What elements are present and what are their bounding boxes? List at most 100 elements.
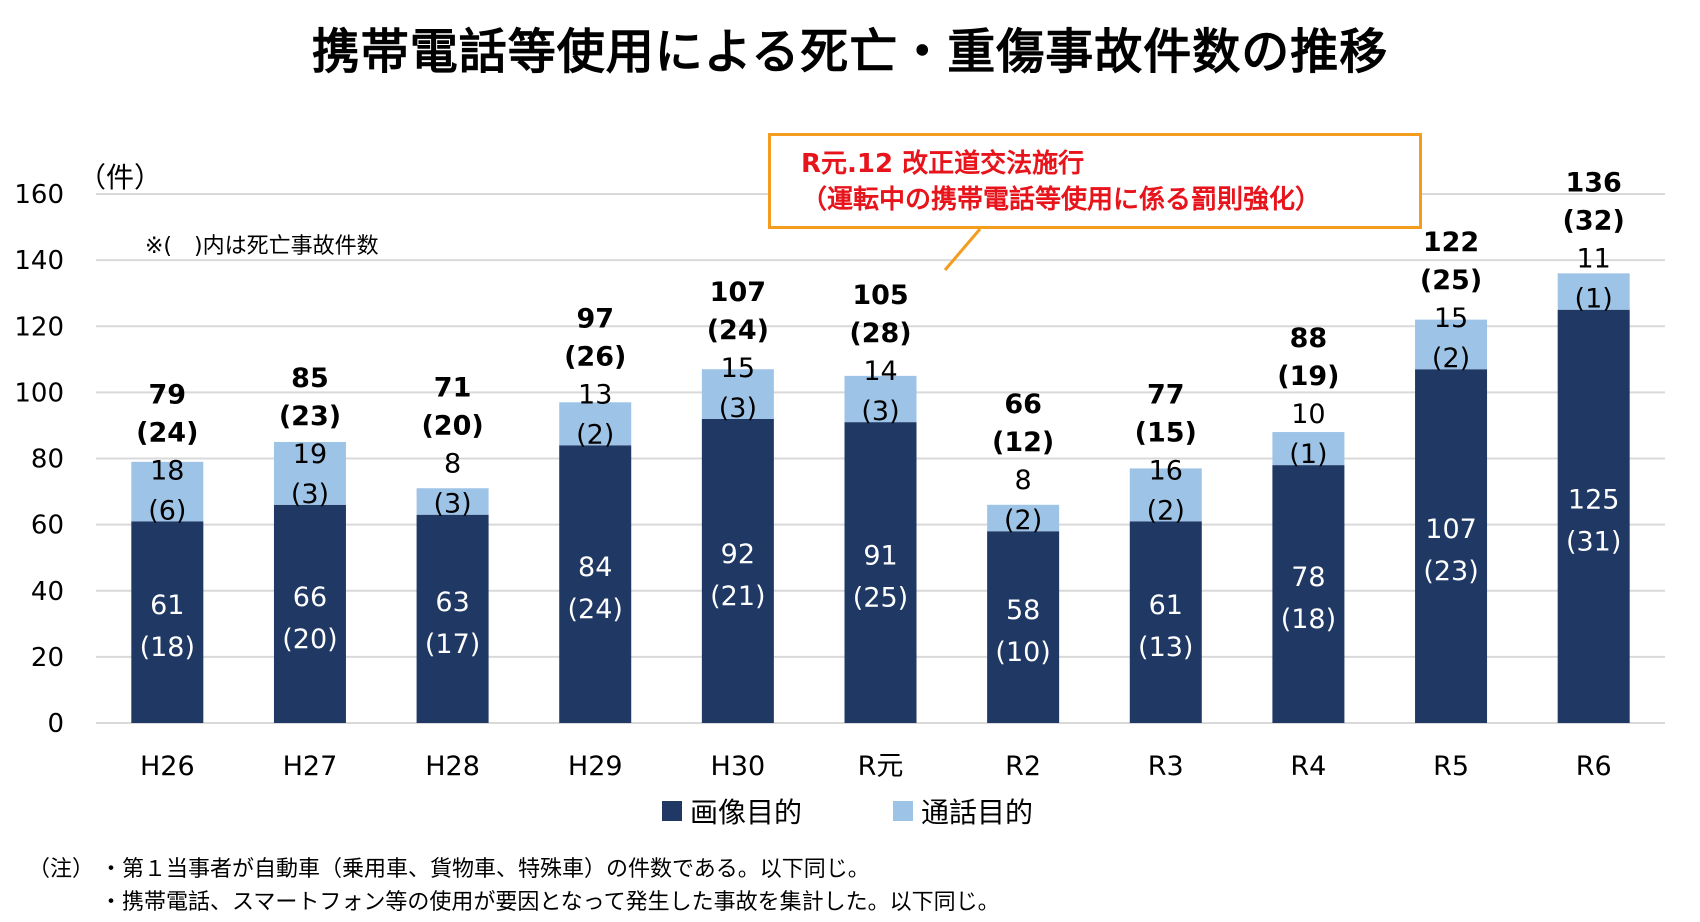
legend-swatch-call bbox=[893, 801, 913, 821]
label-call-fatal-R4: (1) bbox=[1289, 439, 1327, 470]
label-call-value-H27: 19 bbox=[293, 439, 327, 470]
label-total-H30: 107 bbox=[710, 277, 766, 308]
bar-call-R5 bbox=[1415, 319, 1488, 370]
label-call-fatal-H26: (6) bbox=[148, 495, 186, 526]
label-image-value-R5: 107 bbox=[1425, 514, 1477, 545]
label-total-fatal-R6: (32) bbox=[1563, 206, 1625, 237]
label-total-fatal-R元: (28) bbox=[849, 318, 911, 349]
label-image-fatal-H28: (17) bbox=[425, 629, 480, 660]
label-call-value-R6: 11 bbox=[1577, 244, 1611, 275]
bar-call-R6 bbox=[1557, 273, 1630, 310]
bar-image-H28 bbox=[416, 514, 489, 723]
label-image-fatal-H29: (24) bbox=[568, 594, 623, 625]
bar-call-R2 bbox=[987, 504, 1060, 532]
x-tick-label-R3: R3 bbox=[1148, 751, 1184, 782]
label-image-fatal-R元: (25) bbox=[853, 583, 908, 614]
bar-call-R元 bbox=[844, 375, 917, 423]
bar-image-H27 bbox=[273, 504, 346, 723]
bars bbox=[131, 273, 1630, 723]
label-image-fatal-R4: (18) bbox=[1281, 604, 1336, 635]
y-axis-ticks: 0 20 40 60 80 100 120 140 160 bbox=[14, 180, 64, 739]
label-image-fatal-R5: (23) bbox=[1423, 556, 1478, 587]
callout-line-2: （運転中の携帯電話等使用に係る罰則強化） bbox=[801, 185, 1322, 215]
label-total-R元: 105 bbox=[852, 280, 908, 311]
bar-image-H29 bbox=[559, 445, 632, 723]
x-tick-label-R元: R元 bbox=[858, 751, 904, 782]
y-tick-label-60: 60 bbox=[31, 511, 64, 541]
callout-pointer bbox=[943, 228, 982, 271]
label-image-value-R6: 125 bbox=[1568, 484, 1620, 515]
label-image-value-H27: 66 bbox=[293, 582, 327, 613]
label-total-fatal-H27: (23) bbox=[279, 401, 341, 432]
y-tick-label-20: 20 bbox=[31, 643, 64, 673]
x-tick-label-R4: R4 bbox=[1290, 751, 1326, 782]
label-call-fatal-H28: (3) bbox=[433, 489, 471, 520]
label-total-H27: 85 bbox=[291, 363, 329, 394]
label-total-fatal-H29: (26) bbox=[564, 341, 626, 372]
bar-call-H28 bbox=[416, 488, 489, 515]
label-total-H26: 79 bbox=[149, 379, 187, 410]
bar-image-R4 bbox=[1272, 465, 1345, 723]
legend-swatch-image bbox=[662, 801, 682, 821]
label-image-fatal-H30: (21) bbox=[710, 581, 765, 612]
label-total-R5: 122 bbox=[1423, 227, 1479, 258]
label-total-fatal-H28: (20) bbox=[421, 411, 483, 442]
bar-call-R3 bbox=[1129, 468, 1202, 522]
x-tick-label-H26: H26 bbox=[140, 751, 195, 782]
label-image-value-H29: 84 bbox=[578, 552, 612, 583]
label-image-fatal-H26: (18) bbox=[140, 632, 195, 663]
y-tick-label-120: 120 bbox=[14, 312, 64, 342]
x-tick-label-R5: R5 bbox=[1433, 751, 1469, 782]
label-call-value-H30: 15 bbox=[721, 353, 755, 384]
label-call-fatal-R6: (1) bbox=[1575, 284, 1613, 315]
x-tick-label-H28: H28 bbox=[425, 751, 480, 782]
label-call-fatal-H30: (3) bbox=[719, 393, 757, 424]
bar-image-R元 bbox=[844, 422, 917, 723]
callout-line-1: R元.12 改正道交法施行 bbox=[801, 149, 1085, 179]
y-tick-label-40: 40 bbox=[31, 577, 64, 607]
x-tick-label-H30: H30 bbox=[711, 751, 766, 782]
bar-call-H27 bbox=[273, 441, 346, 505]
label-total-fatal-R2: (12) bbox=[992, 427, 1054, 458]
label-image-value-H28: 63 bbox=[435, 587, 469, 618]
label-call-value-R元: 14 bbox=[863, 356, 897, 387]
legend-item-call: 通話目的 bbox=[893, 791, 1033, 831]
label-image-value-R4: 78 bbox=[1291, 562, 1325, 593]
label-image-value-H30: 92 bbox=[721, 539, 755, 570]
x-tick-label-R6: R6 bbox=[1576, 751, 1612, 782]
label-total-H29: 97 bbox=[576, 303, 614, 334]
label-call-value-R2: 8 bbox=[1015, 465, 1032, 496]
footnote-line-2: ・携帯電話、スマートフォン等の使用が要因となって発生した事故を集計した。以下同じ… bbox=[100, 890, 1000, 915]
bar-image-R3 bbox=[1129, 521, 1202, 723]
label-image-fatal-R3: (13) bbox=[1138, 632, 1193, 663]
label-call-value-R4: 10 bbox=[1291, 399, 1325, 430]
y-tick-label-100: 100 bbox=[14, 378, 64, 408]
label-total-R3: 77 bbox=[1147, 379, 1185, 410]
label-total-fatal-R3: (15) bbox=[1135, 417, 1197, 448]
x-tick-label-H27: H27 bbox=[283, 751, 338, 782]
page-title: 携帯電話等使用による死亡・重傷事故件数の推移 bbox=[311, 24, 1389, 80]
label-total-fatal-R4: (19) bbox=[1277, 361, 1339, 392]
fatal-count-note: ※( )内は死亡事故件数 bbox=[145, 234, 379, 259]
label-image-value-R3: 61 bbox=[1149, 590, 1183, 621]
bar-image-H30 bbox=[701, 418, 774, 723]
law-revision-callout: R元.12 改正道交法施行 （運転中の携帯電話等使用に係る罰則強化） bbox=[768, 133, 1422, 229]
label-total-R4: 88 bbox=[1290, 323, 1328, 354]
y-axis-unit-label: （件） bbox=[78, 161, 163, 194]
label-call-fatal-R2: (2) bbox=[1004, 505, 1042, 536]
data-labels: 61 (18) 18 (6) 79 (24) 66 (20) 19 (3) 85 (23) 63 (17)… bbox=[136, 168, 1625, 668]
label-call-value-R5: 15 bbox=[1434, 303, 1468, 334]
label-image-fatal-R6: (31) bbox=[1566, 526, 1621, 557]
bar-image-H26 bbox=[131, 521, 204, 723]
legend-item-image: 画像目的 bbox=[662, 791, 802, 831]
legend-label-call: 通話目的 bbox=[921, 796, 1034, 829]
label-call-fatal-R元: (3) bbox=[861, 396, 899, 427]
label-image-value-R元: 91 bbox=[863, 541, 897, 572]
label-call-fatal-R3: (2) bbox=[1147, 495, 1185, 526]
label-call-fatal-R5: (2) bbox=[1432, 343, 1470, 374]
label-call-value-H26: 18 bbox=[150, 455, 184, 486]
label-image-value-R2: 58 bbox=[1006, 595, 1040, 626]
label-total-fatal-H26: (24) bbox=[136, 417, 198, 448]
bar-image-R2 bbox=[987, 531, 1060, 723]
